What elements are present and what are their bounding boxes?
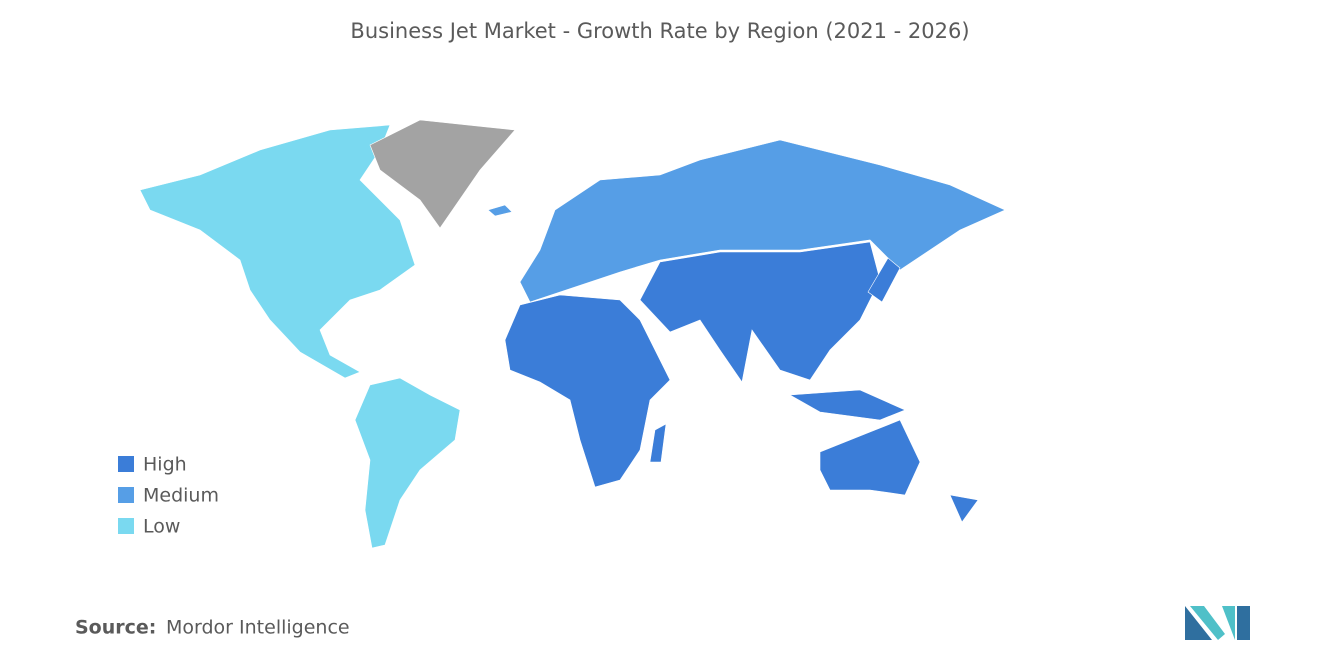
- logo: [1185, 606, 1250, 640]
- asia: [639, 241, 881, 383]
- legend-label: Low: [143, 516, 180, 538]
- africa: [504, 294, 671, 488]
- australia: [819, 419, 921, 496]
- source-label: Source:: [75, 617, 156, 639]
- legend-label: High: [143, 454, 187, 476]
- japan: [867, 257, 901, 303]
- world-map: [139, 119, 1006, 549]
- madagascar: [649, 423, 667, 463]
- legend: High Medium Low: [118, 454, 219, 538]
- legend-swatch: [118, 487, 134, 503]
- southeast-asia-islands: [788, 389, 906, 421]
- legend-swatch: [118, 456, 134, 472]
- map-title: Business Jet Market - Growth Rate by Reg…: [350, 19, 969, 43]
- legend-swatch: [118, 518, 134, 534]
- legend-label: Medium: [143, 485, 219, 507]
- source-value: Mordor Intelligence: [166, 617, 350, 639]
- new-zealand: [949, 494, 979, 523]
- south-america: [354, 377, 461, 549]
- iceland: [487, 204, 513, 217]
- greenland: [369, 119, 516, 229]
- europe-russia: [519, 139, 1006, 303]
- north-america: [139, 124, 416, 379]
